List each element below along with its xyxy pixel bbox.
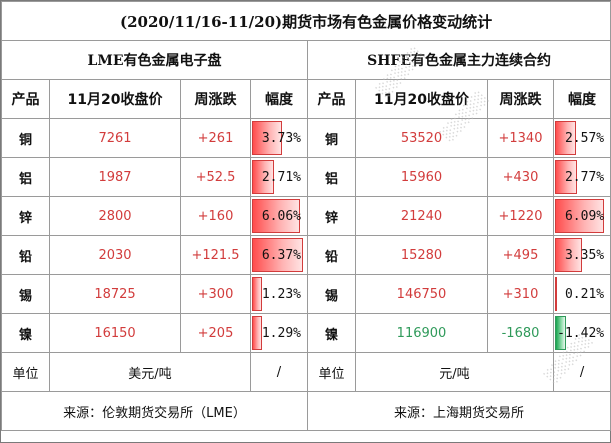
table-row: 铜 7261 +261 3.73% 铜 53520 +1340 2.57% [1, 118, 611, 158]
lme-product-name: 锡 [1, 274, 50, 314]
shfe-product-name: 铜 [307, 118, 356, 158]
lme-amplitude: 1.23% [250, 274, 308, 314]
shfe-close-price: 15280 [355, 235, 488, 275]
lme-weekly-change: +300 [180, 274, 251, 314]
lme-close-price: 1987 [49, 157, 181, 197]
shfe-unit-value: 元/吨 [355, 352, 554, 392]
lme-unit-slash: / [250, 352, 308, 392]
lme-close-price: 18725 [49, 274, 181, 314]
shfe-header-change: 周涨跌 [487, 79, 554, 119]
shfe-close-price: 21240 [355, 196, 488, 236]
shfe-weekly-change: +310 [487, 274, 554, 314]
shfe-section-heading: SHFE有色金属主力连续合约 [306, 40, 611, 80]
shfe-amplitude: 3.35% [552, 235, 611, 275]
price-stats-table: (2020/11/16-11/20)期货市场有色金属价格变动统计 LME有色金属… [0, 1, 611, 431]
shfe-header-product: 产品 [307, 79, 356, 119]
amplitude-bar [252, 238, 303, 272]
amplitude-bar [555, 160, 578, 194]
amplitude-bar [555, 277, 557, 311]
shfe-weekly-change: +1220 [487, 196, 554, 236]
lme-amplitude: 1.29% [250, 313, 308, 353]
shfe-header-amplitude: 幅度 [552, 79, 611, 119]
table-row: 镍 16150 +205 1.29% 镍 116900 -1680 -1.42% [1, 313, 611, 353]
lme-weekly-change: +160 [180, 196, 251, 236]
lme-product-name: 铝 [1, 157, 50, 197]
lme-section-heading: LME有色金属电子盘 [1, 40, 308, 80]
table-row: 铅 2030 +121.5 6.37% 铅 15280 +495 3.35% [1, 235, 611, 275]
amplitude-bar [252, 316, 263, 350]
lme-weekly-change: +121.5 [180, 235, 251, 275]
shfe-unit-label: 单位 [307, 352, 356, 392]
shfe-source: 来源：上海期货交易所 [306, 391, 611, 431]
shfe-unit-slash: / [552, 352, 611, 392]
lme-amplitude: 3.73% [250, 118, 308, 158]
amplitude-value: 6.37% [261, 247, 301, 263]
amplitude-bar [555, 121, 576, 155]
lme-unit-label: 单位 [1, 352, 50, 392]
shfe-weekly-change: +1340 [487, 118, 554, 158]
lme-header-close: 11月20收盘价 [49, 79, 181, 119]
amplitude-bar [555, 238, 582, 272]
lme-header-change: 周涨跌 [180, 79, 251, 119]
amplitude-value: 3.35% [564, 247, 605, 263]
shfe-product-name: 镍 [307, 313, 356, 353]
lme-close-price: 7261 [49, 118, 181, 158]
amplitude-value: -1.42% [557, 325, 605, 341]
shfe-close-price: 15960 [355, 157, 488, 197]
lme-amplitude: 6.06% [250, 196, 308, 236]
shfe-weekly-change: +495 [487, 235, 554, 275]
shfe-product-name: 锌 [307, 196, 356, 236]
shfe-amplitude: 6.09% [552, 196, 611, 236]
table-title: (2020/11/16-11/20)期货市场有色金属价格变动统计 [0, 1, 611, 41]
shfe-amplitude: -1.42% [552, 313, 611, 353]
lme-product-name: 铅 [1, 235, 50, 275]
amplitude-bar [555, 316, 567, 350]
shfe-close-price: 116900 [355, 313, 488, 353]
amplitude-bar [252, 160, 274, 194]
shfe-amplitude: 2.77% [552, 157, 611, 197]
lme-weekly-change: +205 [180, 313, 251, 353]
shfe-product-name: 铝 [307, 157, 356, 197]
lme-weekly-change: +261 [180, 118, 251, 158]
lme-amplitude: 6.37% [250, 235, 308, 275]
amplitude-value: 1.29% [261, 325, 301, 341]
amplitude-value: 1.23% [261, 286, 301, 302]
amplitude-bar [252, 121, 282, 155]
amplitude-value: 2.57% [564, 130, 605, 146]
amplitude-value: 0.21% [564, 286, 605, 302]
amplitude-bar [555, 199, 604, 233]
lme-product-name: 铜 [1, 118, 50, 158]
table-row: 锡 18725 +300 1.23% 锡 146750 +310 0.21% [1, 274, 611, 314]
shfe-product-name: 锡 [307, 274, 356, 314]
lme-amplitude: 2.71% [250, 157, 308, 197]
lme-close-price: 2800 [49, 196, 181, 236]
shfe-close-price: 53520 [355, 118, 488, 158]
shfe-amplitude: 0.21% [552, 274, 611, 314]
lme-source: 来源：伦敦期货交易所（LME） [1, 391, 308, 431]
amplitude-value: 3.73% [261, 130, 301, 146]
shfe-header-close: 11月20收盘价 [355, 79, 488, 119]
table-row: 锌 2800 +160 6.06% 锌 21240 +1220 6.09% [1, 196, 611, 236]
amplitude-bar [252, 199, 301, 233]
lme-close-price: 16150 [49, 313, 181, 353]
shfe-product-name: 铅 [307, 235, 356, 275]
lme-product-name: 镍 [1, 313, 50, 353]
shfe-weekly-change: +430 [487, 157, 554, 197]
shfe-close-price: 146750 [355, 274, 488, 314]
lme-header-amplitude: 幅度 [250, 79, 308, 119]
shfe-amplitude: 2.57% [552, 118, 611, 158]
lme-product-name: 锌 [1, 196, 50, 236]
shfe-weekly-change: -1680 [487, 313, 554, 353]
lme-unit-value: 美元/吨 [49, 352, 251, 392]
amplitude-value: 2.71% [261, 169, 301, 185]
lme-weekly-change: +52.5 [180, 157, 251, 197]
amplitude-value: 2.77% [564, 169, 605, 185]
lme-header-product: 产品 [1, 79, 50, 119]
amplitude-value: 6.06% [261, 208, 301, 224]
table-row: 铝 1987 +52.5 2.71% 铝 15960 +430 2.77% [1, 157, 611, 197]
lme-close-price: 2030 [49, 235, 181, 275]
amplitude-bar [252, 277, 262, 311]
amplitude-value: 6.09% [564, 208, 605, 224]
